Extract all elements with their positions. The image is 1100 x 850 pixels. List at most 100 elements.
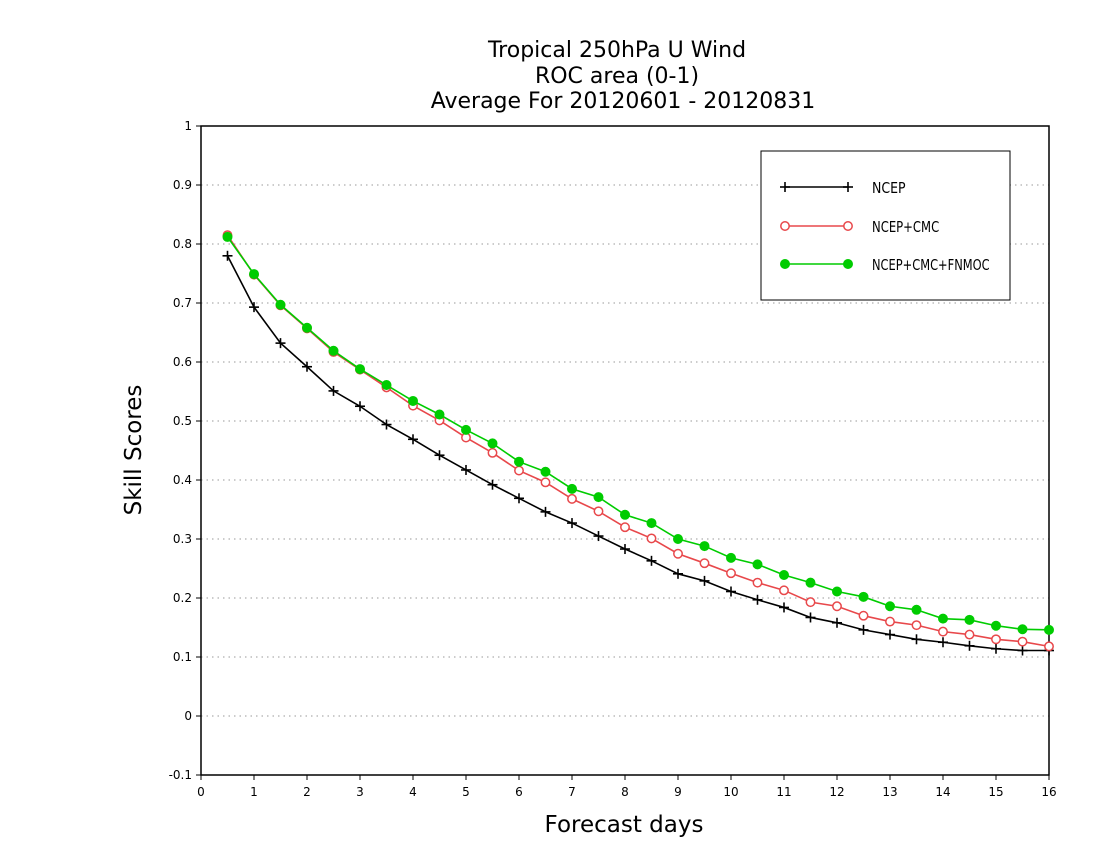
series-1-point-29 <box>991 634 1001 645</box>
series-2-point-29 <box>991 620 1001 631</box>
x-tick-label-0: 0 <box>197 785 205 799</box>
y-tick-label-6: 0.5 <box>173 414 192 428</box>
legend-marker-start-1 <box>780 221 790 231</box>
series-1-point-31 <box>1044 641 1054 652</box>
series-0-point-30 <box>1017 645 1028 656</box>
series-2-point-30 <box>1017 624 1028 635</box>
series-0-point-19 <box>726 586 736 597</box>
x-tick-label-10: 10 <box>723 785 738 799</box>
legend-marker-end-0 <box>843 182 853 192</box>
series-2-point-13 <box>567 483 577 494</box>
series-layer <box>222 230 1054 656</box>
series-0-point-18 <box>699 575 710 586</box>
series-0-point-27 <box>938 637 948 648</box>
series-0-point-26 <box>911 634 922 645</box>
series-2-point-18 <box>699 541 710 552</box>
series-2-point-31 <box>1044 624 1054 635</box>
series-1-point-25 <box>885 616 895 627</box>
legend-marker-start-2 <box>780 259 790 269</box>
series-0-point-4 <box>328 385 339 396</box>
series-1-point-23 <box>832 601 842 612</box>
y-tick-label-4: 0.3 <box>173 532 192 546</box>
series-0-point-16 <box>646 555 657 566</box>
series-0-point-29 <box>991 643 1001 654</box>
legend-marker-start-0 <box>780 182 790 192</box>
title-line-3: Average For 20120601 - 20120831 <box>431 89 816 114</box>
series-0-point-2 <box>275 338 286 349</box>
series-0-point-21 <box>779 602 789 613</box>
series-2-point-24 <box>858 591 869 602</box>
series-0-point-11 <box>514 493 524 504</box>
series-2-point-7 <box>408 395 418 406</box>
chart-title: Tropical 250hPa U Wind ROC area (0-1) Av… <box>431 38 816 114</box>
legend-entry-0: NCEP <box>780 179 906 197</box>
y-tick-label-5: 0.4 <box>173 473 192 487</box>
series-2-point-19 <box>726 552 736 563</box>
series-1-point-17 <box>673 548 683 559</box>
series-1-point-28 <box>964 629 975 640</box>
series-0-point-6 <box>381 419 392 430</box>
y-tick-label-9: 0.8 <box>173 237 192 251</box>
series-0-point-7 <box>408 434 418 445</box>
title-line-1: Tropical 250hPa U Wind <box>487 38 746 63</box>
series-0-point-14 <box>593 531 604 542</box>
series-1-point-21 <box>779 585 789 596</box>
series-line-0 <box>226 255 1049 652</box>
series-0-point-23 <box>832 617 842 628</box>
series-1-point-24 <box>858 610 869 621</box>
y-tick-label-1: 0 <box>184 709 192 723</box>
series-2-point-20 <box>752 559 763 570</box>
series-0-point-3 <box>302 361 312 372</box>
x-tick-label-13: 13 <box>882 785 897 799</box>
x-tick-label-6: 6 <box>515 785 523 799</box>
series-0-point-0 <box>222 250 233 261</box>
y-tick-label-2: 0.1 <box>173 650 192 664</box>
x-tick-label-4: 4 <box>409 785 417 799</box>
series-0-point-24 <box>858 624 869 635</box>
series-1-point-15 <box>620 522 630 533</box>
series-1-point-19 <box>726 568 736 579</box>
series-0-point-17 <box>673 568 683 579</box>
legend: NCEP NCEP+CMC NCEP+CMC+FNMOC <box>760 150 1011 301</box>
y-tick-label-10: 0.9 <box>173 178 192 192</box>
series-2-point-8 <box>434 409 445 420</box>
x-tick-label-14: 14 <box>935 785 950 799</box>
legend-entry-2: NCEP+CMC+FNMOC <box>780 256 990 274</box>
series-0-point-5 <box>355 401 365 412</box>
series-2-point-23 <box>832 586 842 597</box>
series-2-point-16 <box>646 518 657 529</box>
legend-marker-end-2 <box>843 259 853 269</box>
series-2-point-15 <box>620 509 630 520</box>
series-2-point-17 <box>673 534 683 544</box>
series-2-point-14 <box>593 492 604 503</box>
series-0-point-1 <box>249 302 259 313</box>
series-2 <box>222 231 1054 635</box>
y-tick-label-11: 1 <box>184 119 192 133</box>
y-tick-label-8: 0.7 <box>173 296 192 310</box>
series-1-point-30 <box>1017 636 1028 647</box>
x-axis: 0 1 2 3 4 5 6 7 8 9 10 11 12 13 14 15 16 <box>197 775 1057 799</box>
series-2-point-26 <box>911 604 922 615</box>
x-axis-title: Forecast days <box>545 812 704 838</box>
x-tick-label-11: 11 <box>776 785 791 799</box>
series-1-point-10 <box>487 447 498 458</box>
series-0 <box>222 250 1054 656</box>
series-2-point-11 <box>514 456 524 467</box>
series-1-point-22 <box>805 597 816 608</box>
x-tick-label-12: 12 <box>829 785 844 799</box>
x-tick-label-16: 16 <box>1041 785 1056 799</box>
x-tick-label-15: 15 <box>988 785 1003 799</box>
x-tick-label-8: 8 <box>621 785 629 799</box>
series-2-point-2 <box>275 299 286 310</box>
x-tick-label-5: 5 <box>462 785 470 799</box>
series-0-point-10 <box>487 479 498 490</box>
series-2-point-6 <box>381 380 392 391</box>
series-2-point-28 <box>964 614 975 625</box>
series-2-point-25 <box>885 601 895 612</box>
series-0-point-13 <box>567 518 577 529</box>
series-1-point-20 <box>752 577 763 588</box>
series-2-point-27 <box>938 613 948 624</box>
legend-label-2: NCEP+CMC+FNMOC <box>872 256 990 274</box>
series-0-point-8 <box>434 450 445 461</box>
